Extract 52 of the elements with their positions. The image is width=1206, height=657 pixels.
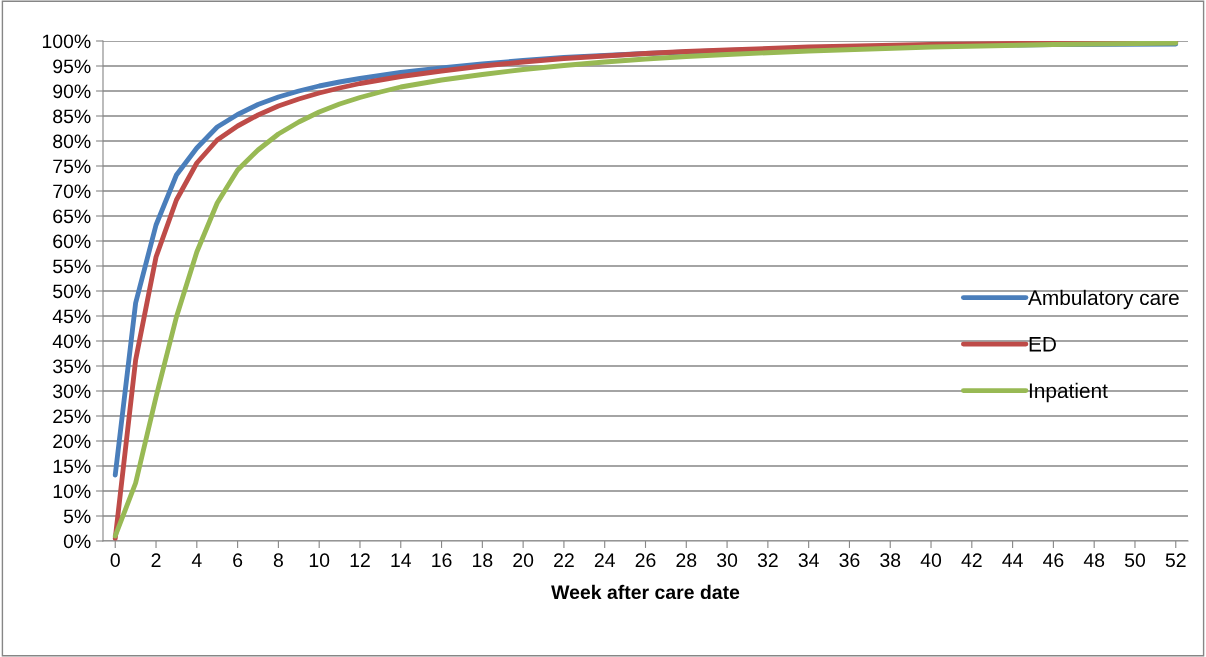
y-tick-label: 45% xyxy=(52,309,91,324)
y-tick-label: 15% xyxy=(53,459,91,474)
y-tick-label: 10% xyxy=(53,484,91,499)
x-tick-label: 30 xyxy=(717,553,738,568)
y-tick-label: 65% xyxy=(53,209,91,224)
y-tick-label: 30% xyxy=(53,384,91,399)
y-tick-label: 70% xyxy=(53,184,91,199)
x-tick-label: 12 xyxy=(350,553,370,567)
x-tick-label: 10 xyxy=(309,553,330,568)
x-tick-label: 40 xyxy=(920,553,942,568)
y-tick-label: 5% xyxy=(63,509,91,524)
legend-label: Ambulatory care xyxy=(1028,289,1179,310)
legend-label: ED xyxy=(1029,337,1056,352)
y-tick-label: 50% xyxy=(53,284,91,299)
y-tick-label: 35% xyxy=(53,359,91,374)
y-tick-label: 40% xyxy=(52,334,91,349)
x-tick-label: 24 xyxy=(594,553,615,567)
x-tick-label: 34 xyxy=(798,553,819,568)
x-axis-title: Week after care date xyxy=(551,584,740,600)
x-tick-label: 52 xyxy=(1165,553,1186,568)
x-tick-label: 48 xyxy=(1083,553,1105,568)
y-tick-label: 75% xyxy=(53,159,91,174)
y-tick-label: 100% xyxy=(42,34,91,49)
x-tick-label: 46 xyxy=(1043,553,1064,568)
x-tick-label: 16 xyxy=(432,553,452,568)
x-tick-label: 6 xyxy=(233,553,243,568)
x-tick-label: 2 xyxy=(151,553,161,567)
x-tick-label: 44 xyxy=(1002,553,1023,567)
y-tick-label: 80% xyxy=(53,134,91,149)
x-tick-label: 26 xyxy=(635,553,656,568)
x-tick-label: 0 xyxy=(110,553,120,568)
x-tick-label: 20 xyxy=(513,553,534,568)
x-tick-label: 22 xyxy=(554,553,574,567)
x-tick-label: 50 xyxy=(1124,553,1146,568)
y-tick-label: 85% xyxy=(53,109,91,124)
x-tick-label: 42 xyxy=(961,553,982,567)
x-tick-label: 28 xyxy=(676,553,697,568)
y-tick-label: 0% xyxy=(63,534,91,549)
x-tick-label: 36 xyxy=(839,553,860,568)
y-tick-label: 25% xyxy=(53,409,91,424)
x-tick-label: 18 xyxy=(473,553,493,568)
legend-label: Inpatient xyxy=(1029,382,1108,403)
y-tick-label: 60% xyxy=(53,234,91,249)
x-tick-label: 32 xyxy=(757,553,778,568)
x-tick-label: 14 xyxy=(391,553,412,567)
x-tick-label: 38 xyxy=(880,553,901,568)
y-tick-label: 90% xyxy=(53,84,91,99)
y-tick-label: 20% xyxy=(53,434,91,449)
x-tick-label: 4 xyxy=(191,553,202,567)
y-tick-label: 55% xyxy=(53,259,91,274)
x-tick-label: 8 xyxy=(273,553,283,568)
y-tick-label: 95% xyxy=(53,59,91,74)
